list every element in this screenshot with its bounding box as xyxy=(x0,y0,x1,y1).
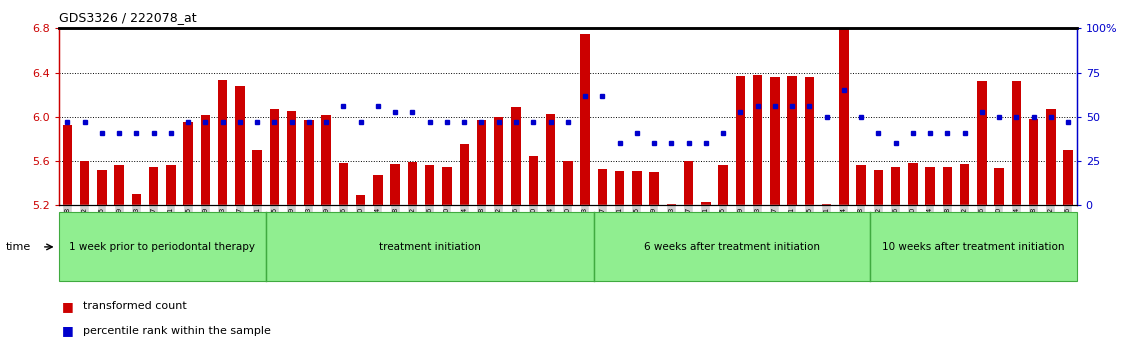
Bar xyxy=(269,109,279,205)
Bar xyxy=(942,167,952,205)
Text: ■: ■ xyxy=(62,300,74,313)
Bar xyxy=(873,170,883,205)
Bar xyxy=(632,171,641,205)
Bar xyxy=(408,162,417,205)
Bar xyxy=(131,194,141,205)
Bar xyxy=(218,80,227,205)
Text: GDS3326 / 222078_at: GDS3326 / 222078_at xyxy=(59,11,197,24)
Bar xyxy=(718,166,727,205)
Bar xyxy=(494,117,503,205)
Bar xyxy=(753,75,762,205)
Bar xyxy=(615,171,624,205)
Bar xyxy=(200,115,210,205)
Bar xyxy=(528,155,538,205)
Bar xyxy=(684,161,693,205)
Bar xyxy=(891,167,900,205)
Bar xyxy=(477,120,486,205)
Bar xyxy=(425,166,434,205)
Bar xyxy=(977,81,986,205)
Text: ■: ■ xyxy=(62,325,74,337)
Bar xyxy=(373,176,382,205)
Bar xyxy=(994,168,1004,205)
Bar xyxy=(908,163,917,205)
Bar xyxy=(1029,119,1038,205)
Bar xyxy=(235,86,244,205)
Text: percentile rank within the sample: percentile rank within the sample xyxy=(83,326,270,336)
Bar xyxy=(666,204,676,205)
Bar xyxy=(787,76,796,205)
Bar xyxy=(459,144,469,205)
Bar xyxy=(390,164,400,205)
Bar xyxy=(546,114,555,205)
Bar xyxy=(597,169,607,205)
Bar xyxy=(1046,109,1055,205)
Bar xyxy=(114,166,124,205)
Bar xyxy=(287,111,296,205)
Bar xyxy=(649,172,658,205)
Bar xyxy=(166,166,175,205)
Bar xyxy=(925,167,935,205)
Bar xyxy=(511,107,520,205)
Bar xyxy=(563,161,572,205)
Text: 10 weeks after treatment initiation: 10 weeks after treatment initiation xyxy=(882,242,1064,252)
Text: treatment initiation: treatment initiation xyxy=(379,242,481,252)
Bar xyxy=(580,34,589,205)
Bar xyxy=(839,29,848,205)
Bar xyxy=(1063,150,1073,205)
Bar xyxy=(149,167,158,205)
Bar xyxy=(960,164,969,205)
Text: transformed count: transformed count xyxy=(83,301,187,311)
Bar xyxy=(62,125,72,205)
Bar xyxy=(321,115,331,205)
Bar xyxy=(822,204,831,205)
Text: time: time xyxy=(6,242,31,252)
Bar xyxy=(97,170,106,205)
Bar xyxy=(856,166,866,205)
Bar xyxy=(701,202,710,205)
Bar xyxy=(442,167,451,205)
Text: 6 weeks after treatment initiation: 6 weeks after treatment initiation xyxy=(644,242,820,252)
Bar xyxy=(183,122,193,205)
Bar xyxy=(356,195,365,205)
Bar xyxy=(1011,81,1021,205)
Bar xyxy=(80,161,89,205)
Bar xyxy=(252,150,262,205)
Bar xyxy=(304,120,313,205)
Bar xyxy=(770,77,779,205)
Bar xyxy=(338,163,348,205)
Text: 1 week prior to periodontal therapy: 1 week prior to periodontal therapy xyxy=(69,242,256,252)
Bar xyxy=(735,76,745,205)
Bar xyxy=(804,77,814,205)
